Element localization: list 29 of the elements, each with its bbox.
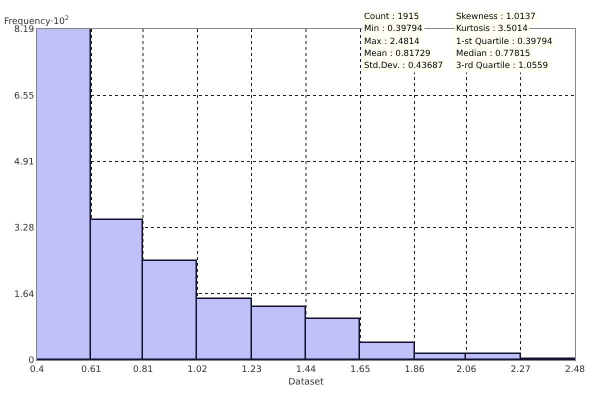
x-tick-label: 1.02 [187,364,208,375]
x-tick-label: 2.48 [564,364,586,375]
y-tick-label: 8.19 [14,25,34,36]
annotation: 3-rd Quartile : 1.0559 [456,61,548,71]
x-tick-label: 0.4 [30,364,44,375]
x-tick-label: 0.81 [133,364,154,375]
y-tick-label: 4.91 [14,158,34,168]
annotation: Mean : 0.81729 [364,49,431,59]
y-tick-label: 3.28 [14,224,34,234]
x-axis-title: Dataset [288,378,324,388]
y-tick-label: 6.55 [14,91,34,102]
y-tick-label: 0 [28,356,34,366]
x-tick-label: 1.44 [296,364,316,375]
annotation: 1-st Quartile : 0.39794 [456,37,552,47]
annotation: Max : 2.4814 [364,37,420,47]
annotation: Median : 0.77815 [456,49,530,59]
x-tick-label: 0.61 [81,364,102,375]
annotation: Std.Dev. : 0.43687 [364,61,444,71]
x-tick-label: 1.86 [404,364,425,375]
x-tick-label: 1.65 [350,364,370,375]
text: Skewness : 1.0137 [456,12,536,22]
x-tick-label: 1.23 [242,364,262,375]
x-tick-label: 2.27 [510,364,531,375]
x-tick-label: 2.06 [456,364,477,375]
text: Count : 1915 [364,12,420,22]
y-axis-title: Frequency·10$^{2}$ [4,15,69,27]
annotation: Min : 0.39794 [364,24,422,34]
y-tick-label: 1.64 [14,290,34,300]
annotation: Kurtosis : 3.5014 [456,24,528,34]
